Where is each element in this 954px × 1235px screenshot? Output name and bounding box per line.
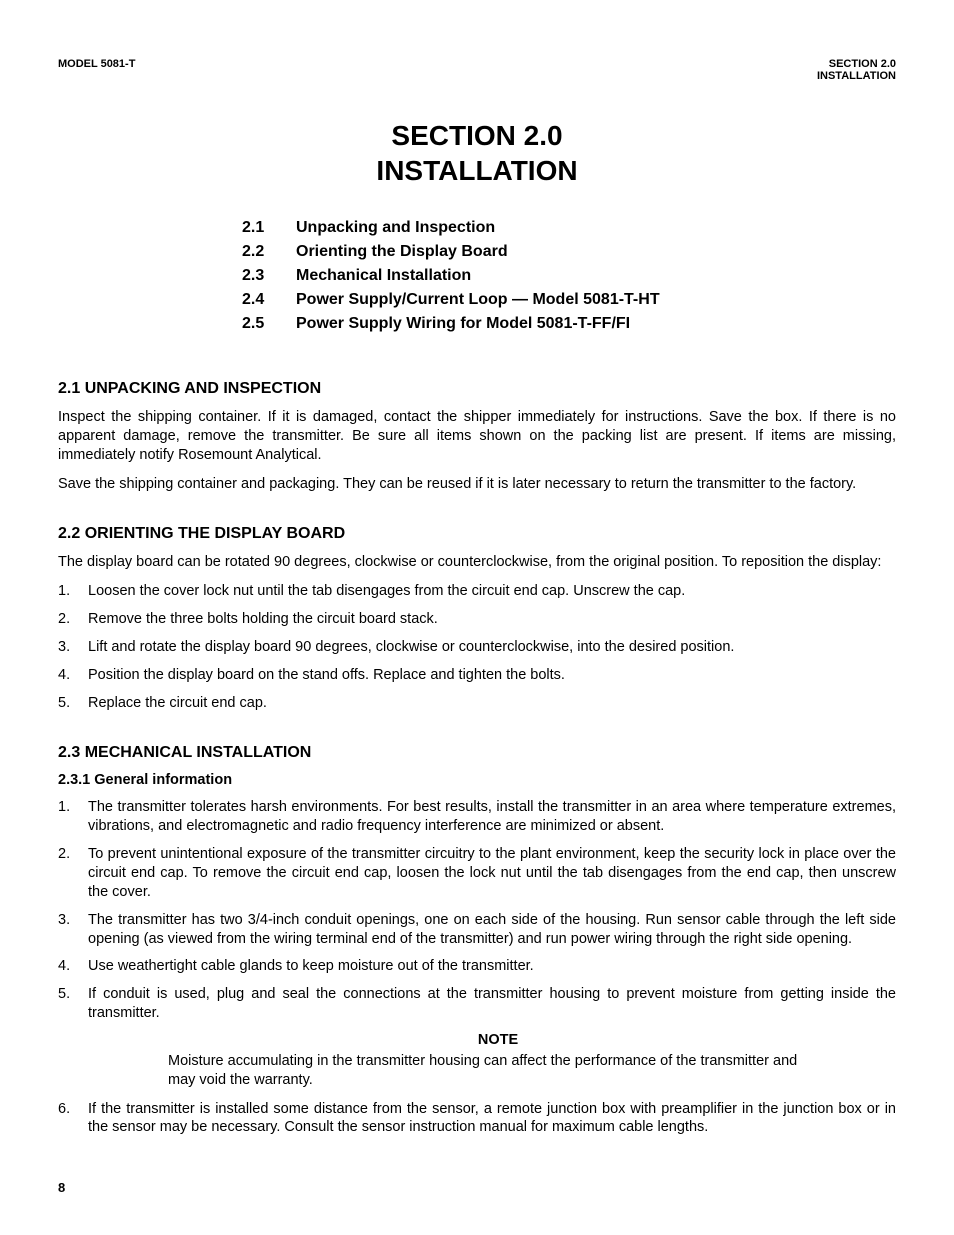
list-item: Lift and rotate the display board 90 deg… <box>58 638 896 657</box>
toc-row: 2.1 Unpacking and Inspection <box>242 216 896 240</box>
ordered-list: If the transmitter is installed some dis… <box>58 1100 896 1138</box>
list-item: If the transmitter is installed some dis… <box>58 1100 896 1138</box>
header-right: SECTION 2.0 INSTALLATION <box>817 58 896 82</box>
list-item: Use weathertight cable glands to keep mo… <box>58 957 896 976</box>
body-paragraph: Inspect the shipping container. If it is… <box>58 408 896 465</box>
toc-num: 2.3 <box>242 264 296 288</box>
section-title: SECTION 2.0 INSTALLATION <box>58 118 896 188</box>
header-left: MODEL 5081-T <box>58 58 135 82</box>
list-item: Remove the three bolts holding the circu… <box>58 610 896 629</box>
section-2-2: 2.2 ORIENTING THE DISPLAY BOARD The disp… <box>58 525 896 712</box>
page-header: MODEL 5081-T SECTION 2.0 INSTALLATION <box>58 58 896 82</box>
subsubsection-heading: 2.3.1 General information <box>58 772 896 788</box>
table-of-contents: 2.1 Unpacking and Inspection 2.2 Orienti… <box>242 216 896 336</box>
list-item: Position the display board on the stand … <box>58 666 896 685</box>
body-paragraph: Save the shipping container and packagin… <box>58 475 896 494</box>
toc-label: Orienting the Display Board <box>296 240 508 264</box>
list-item: The transmitter tolerates harsh environm… <box>58 798 896 836</box>
list-item: Loosen the cover lock nut until the tab … <box>58 582 896 601</box>
list-item: To prevent unintentional exposure of the… <box>58 845 896 902</box>
header-right-line2: INSTALLATION <box>817 70 896 82</box>
header-right-line1: SECTION 2.0 <box>817 58 896 70</box>
toc-num: 2.4 <box>242 288 296 312</box>
section-title-line2: INSTALLATION <box>58 153 896 188</box>
toc-num: 2.1 <box>242 216 296 240</box>
subsection-heading: 2.1 UNPACKING AND INSPECTION <box>58 380 896 398</box>
note-block: NOTE Moisture accumulating in the transm… <box>168 1032 828 1090</box>
section-title-line1: SECTION 2.0 <box>58 118 896 153</box>
note-body: Moisture accumulating in the transmitter… <box>168 1052 828 1090</box>
toc-row: 2.2 Orienting the Display Board <box>242 240 896 264</box>
list-item: The transmitter has two 3/4-inch conduit… <box>58 911 896 949</box>
toc-label: Power Supply/Current Loop — Model 5081-T… <box>296 288 660 312</box>
toc-row: 2.4 Power Supply/Current Loop — Model 50… <box>242 288 896 312</box>
toc-num: 2.2 <box>242 240 296 264</box>
list-item: Replace the circuit end cap. <box>58 694 896 713</box>
toc-label: Power Supply Wiring for Model 5081-T-FF/… <box>296 312 630 336</box>
ordered-list: The transmitter tolerates harsh environm… <box>58 798 896 1022</box>
section-2-3: 2.3 MECHANICAL INSTALLATION 2.3.1 Genera… <box>58 744 896 1137</box>
subsection-heading: 2.2 ORIENTING THE DISPLAY BOARD <box>58 525 896 543</box>
toc-row: 2.5 Power Supply Wiring for Model 5081-T… <box>242 312 896 336</box>
body-paragraph: The display board can be rotated 90 degr… <box>58 553 896 572</box>
subsection-heading: 2.3 MECHANICAL INSTALLATION <box>58 744 896 762</box>
toc-label: Unpacking and Inspection <box>296 216 495 240</box>
section-2-1: 2.1 UNPACKING AND INSPECTION Inspect the… <box>58 380 896 493</box>
toc-row: 2.3 Mechanical Installation <box>242 264 896 288</box>
ordered-list: Loosen the cover lock nut until the tab … <box>58 582 896 712</box>
toc-num: 2.5 <box>242 312 296 336</box>
toc-label: Mechanical Installation <box>296 264 471 288</box>
list-item: If conduit is used, plug and seal the co… <box>58 985 896 1023</box>
note-label: NOTE <box>168 1032 828 1048</box>
page-number: 8 <box>58 1180 65 1195</box>
